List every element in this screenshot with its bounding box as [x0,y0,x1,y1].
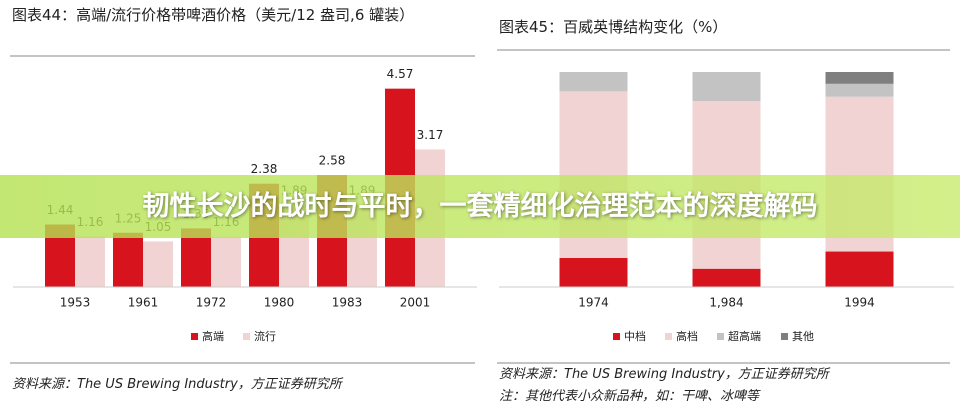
legend-swatch [613,333,620,340]
x-tick-label: 1953 [60,296,91,310]
bar [113,232,143,287]
x-tick-label: 1980 [264,296,295,310]
bar-segment [825,72,894,84]
legend-swatch [781,333,788,340]
value-label: 4.57 [387,67,414,81]
value-label: 3.17 [417,128,444,142]
bar-segment [825,83,894,97]
bar [143,241,173,287]
legend-swatch [717,333,724,340]
x-tick-label: 1994 [844,296,875,310]
note: 注：其他代表小众新品种，如：干啤、冰啤等 [499,389,760,404]
banner: 韧性长沙的战时与平时，一套精细化治理范本的深度解码 [0,175,960,238]
x-tick-label: 1961 [128,296,159,310]
legend-label: 中档 [624,329,646,343]
legend-label: 其他 [792,330,814,343]
x-tick-label: 2001 [400,296,431,310]
bar [181,228,211,287]
source: 资料来源：The US Brewing Industry，方正证券研究所 [12,377,342,392]
x-tick-label: 1,984 [709,296,743,310]
legend-label: 高端 [202,329,224,343]
legend-label: 超高端 [728,329,761,343]
x-tick-label: 1983 [332,296,363,310]
legend-swatch [665,333,672,340]
bar-segment [559,257,628,287]
x-tick-label: 1974 [578,296,609,310]
x-tick-label: 1972 [196,296,227,310]
legend-label: 高档 [676,329,698,343]
bar-segment [825,251,894,287]
legend-swatch [191,333,198,340]
bar-segment [692,268,761,287]
value-label: 2.58 [319,154,346,168]
chart-title: 图表45：百威英博结构变化（%） [499,18,728,36]
value-label: 2.38 [251,162,278,176]
source: 资料来源：The US Brewing Industry，方正证券研究所 [499,367,829,382]
bar-segment [692,72,761,102]
bar-segment [559,72,628,92]
bar [211,236,241,287]
legend-swatch [243,333,250,340]
bar [75,236,105,287]
legend-label: 流行 [254,329,276,343]
chart-title: 图表44：高端/流行价格带啤酒价格（美元/12 盎司,6 罐装） [12,6,415,24]
